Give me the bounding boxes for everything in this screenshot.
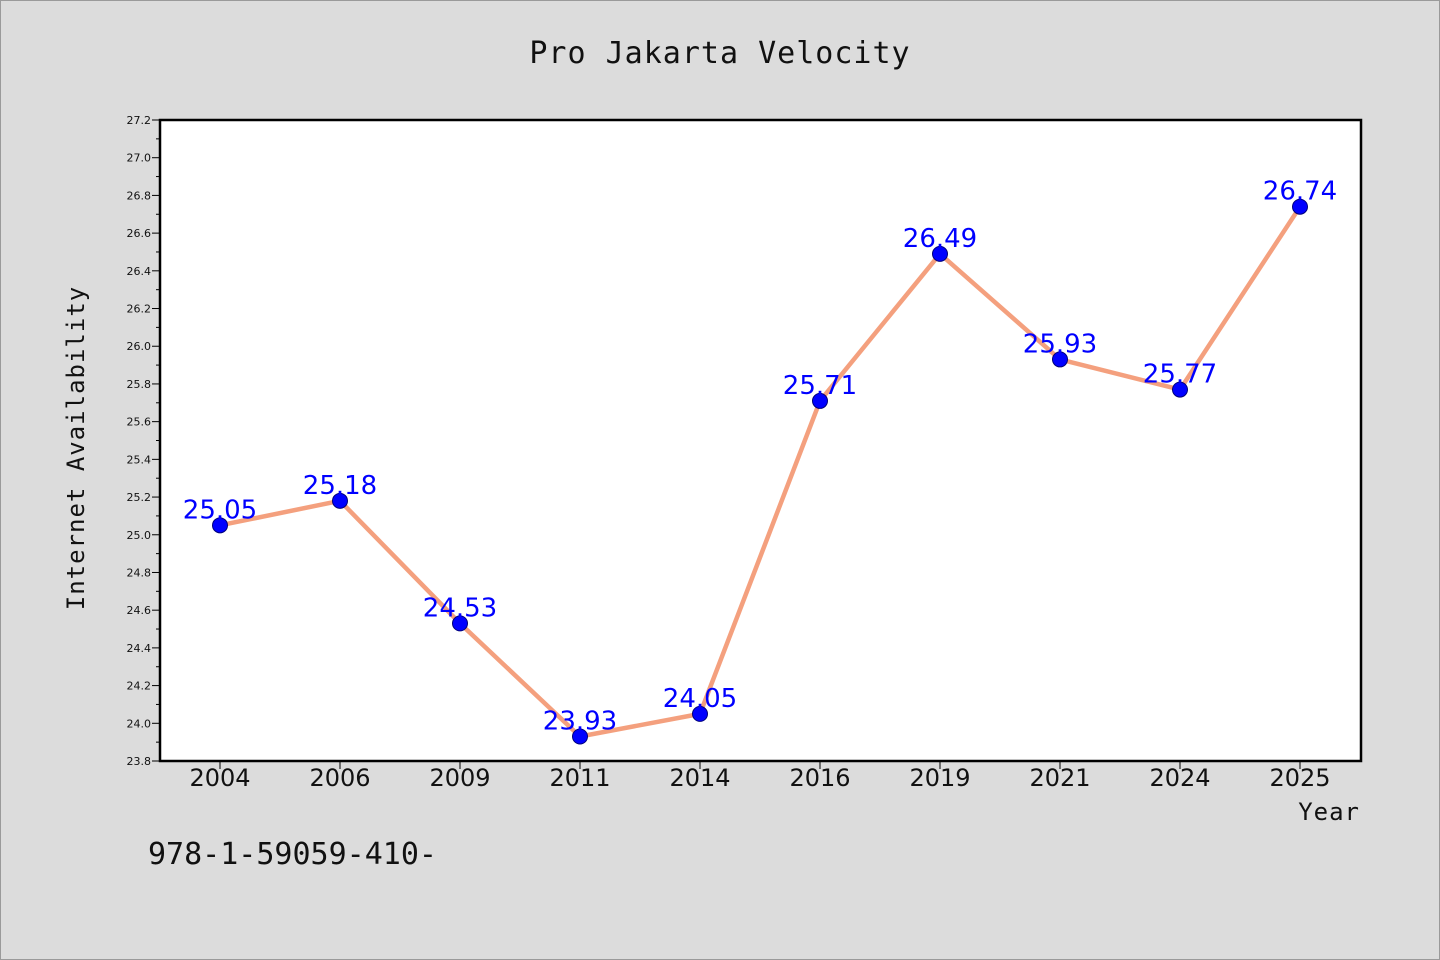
data-point-marker — [1172, 381, 1188, 398]
y-axis-label: Internet Availability — [62, 286, 90, 610]
x-tick-label: 2004 — [189, 764, 250, 792]
footer-code: 978-1-59059-410- — [148, 837, 437, 872]
data-point-marker — [332, 492, 348, 509]
y-tick-label: 25.6 — [127, 416, 152, 429]
y-tick-label: 27.2 — [127, 114, 152, 127]
data-label: 26.74 — [1263, 177, 1337, 207]
data-label: 25.77 — [1143, 360, 1217, 390]
y-tick-label: 27.0 — [127, 152, 152, 165]
data-point-marker — [1292, 198, 1308, 215]
x-tick-label: 2019 — [909, 764, 970, 792]
y-axis-ticks: 23.8 24.0 24.2 24.4 24.6 24.8 25.0 25.2 25.4 25.6… — [127, 114, 160, 768]
data-label-layer: 25.05 25.18 24.53 23.93 24.05 25.71 26.49 25.93… — [183, 177, 1337, 737]
y-tick-label: 26.2 — [127, 303, 152, 316]
marker-layer — [212, 198, 1308, 745]
x-tick-label: 2016 — [789, 764, 850, 792]
data-label: 25.71 — [783, 371, 857, 401]
x-axis-label: Year — [1298, 798, 1360, 826]
data-label: 25.93 — [1023, 329, 1097, 359]
x-axis-ticks: 2004 2006 2009 2011 2014 2016 2019 2021 2024 2025 — [189, 761, 1331, 792]
y-tick-label: 25.4 — [127, 453, 152, 466]
data-label: 26.49 — [903, 224, 977, 254]
data-point-marker — [572, 728, 588, 745]
data-label: 24.53 — [423, 593, 497, 623]
series-line — [217, 204, 1303, 739]
x-tick-label: 2006 — [309, 764, 370, 792]
x-tick-label: 2021 — [1029, 764, 1090, 792]
data-label: 23.93 — [543, 706, 617, 736]
data-point-marker — [452, 615, 468, 632]
y-tick-label: 24.4 — [127, 642, 152, 655]
y-tick-label: 25.2 — [127, 491, 152, 504]
x-tick-label: 2011 — [549, 764, 610, 792]
y-tick-label: 24.2 — [127, 680, 152, 693]
y-tick-label: 25.0 — [127, 529, 152, 542]
y-tick-label: 24.6 — [127, 604, 152, 617]
y-tick-label: 25.8 — [127, 378, 152, 391]
chart-title: Pro Jakarta Velocity — [529, 36, 910, 71]
y-tick-label: 26.4 — [127, 265, 152, 278]
y-tick-label: 23.8 — [127, 755, 152, 768]
y-tick-label: 24.0 — [127, 717, 152, 730]
data-point-marker — [1052, 351, 1068, 368]
data-point-marker — [692, 705, 708, 722]
y-tick-label: 26.6 — [127, 227, 152, 240]
data-point-marker — [812, 392, 828, 409]
data-label: 25.18 — [303, 471, 377, 501]
x-tick-label: 2014 — [669, 764, 730, 792]
y-tick-label: 26.8 — [127, 189, 152, 202]
y-tick-label: 26.0 — [127, 340, 152, 353]
y-tick-label: 24.8 — [127, 566, 152, 579]
data-point-marker — [932, 245, 948, 262]
data-label: 25.05 — [183, 495, 257, 525]
data-point-marker — [212, 517, 228, 534]
x-tick-label: 2009 — [429, 764, 490, 792]
plot-area — [158, 118, 1363, 763]
x-tick-label: 2025 — [1269, 764, 1330, 792]
series-line-layer — [217, 204, 1303, 739]
data-label: 24.05 — [663, 684, 737, 714]
x-tick-label: 2024 — [1149, 764, 1210, 792]
